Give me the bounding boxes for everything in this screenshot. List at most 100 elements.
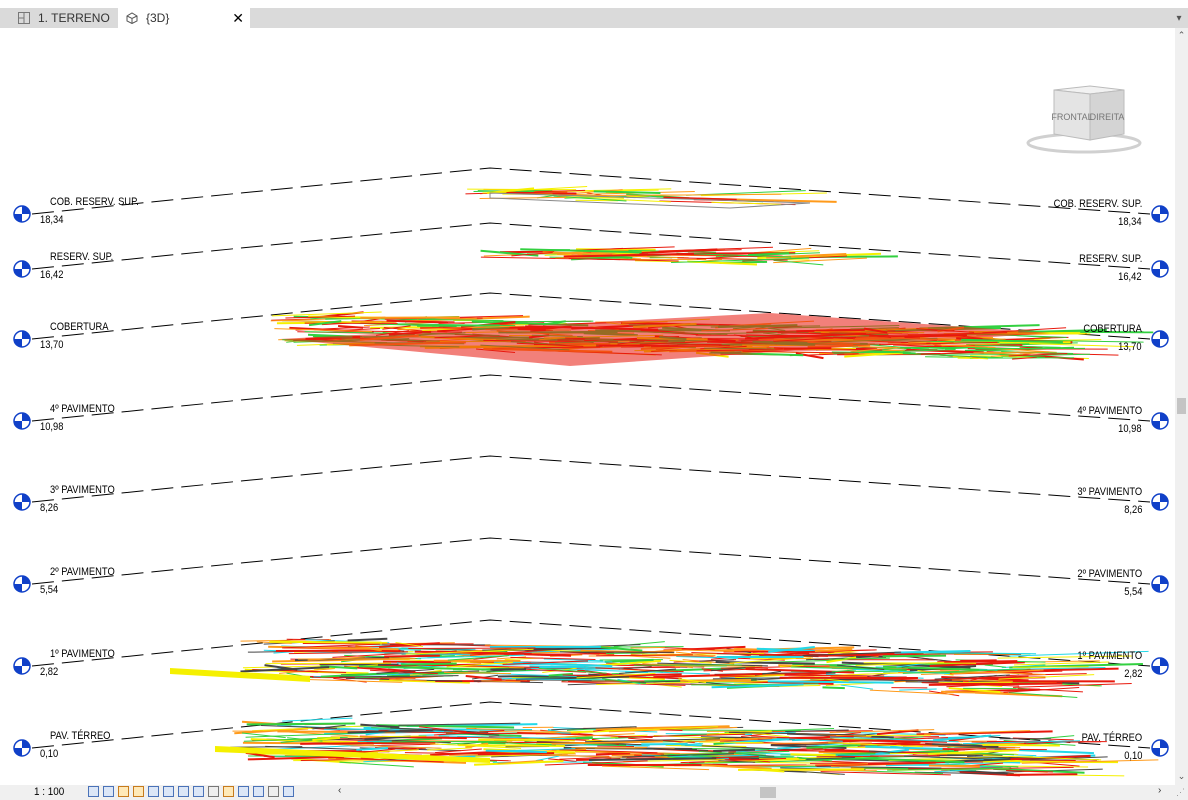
level-head-icon[interactable]: [13, 657, 31, 675]
level-head-icon[interactable]: [1151, 739, 1169, 757]
floor-plan-icon: [16, 11, 32, 25]
3d-view-icon: [124, 11, 140, 25]
level-elevation-right: 13,70: [1118, 341, 1142, 353]
3d-viewport[interactable]: FRONTAL DIREITA COB. RESERV. SUP. 18,34 COB…: [10, 28, 1175, 785]
temporary-view-properties-icon[interactable]: [238, 786, 249, 797]
level-name-left: COBERTURA: [50, 321, 109, 333]
level-elevation-left: 18,34: [40, 214, 64, 226]
reveal-constraints-icon[interactable]: [283, 786, 294, 797]
level-elevation-left: 10,98: [40, 421, 64, 433]
level-elevation-right: 0,10: [1123, 750, 1142, 762]
level-line[interactable]: [13, 619, 1169, 675]
level-name-left: 4º PAVIMENTO: [50, 403, 115, 415]
level-line[interactable]: [13, 167, 1169, 223]
level-name-right: 4º PAVIMENTO: [1077, 405, 1142, 417]
level-name-left: 2º PAVIMENTO: [50, 566, 115, 578]
crop-view-icon[interactable]: [163, 786, 174, 797]
analytical-model-icon[interactable]: [253, 786, 264, 797]
detail-level-icon[interactable]: [88, 786, 99, 797]
vertical-scrollbar[interactable]: ⌃ ⌄: [1175, 28, 1188, 785]
level-line[interactable]: [13, 292, 1169, 348]
scroll-left-arrow[interactable]: ‹: [338, 785, 342, 796]
rendering-icon[interactable]: [148, 786, 159, 797]
lock-view-icon[interactable]: [193, 786, 204, 797]
level-name-left: COB. RESERV. SUP.: [50, 196, 139, 208]
show-crop-icon[interactable]: [178, 786, 189, 797]
level-line[interactable]: [13, 222, 1169, 278]
ground-floor-slab: [215, 717, 1159, 777]
level-head-icon[interactable]: [13, 205, 31, 223]
level-name-right: PAV. TÉRREO: [1081, 732, 1142, 744]
level-name-left: PAV. TÉRREO: [50, 730, 111, 742]
level-line[interactable]: [13, 455, 1169, 511]
roof-slab: [270, 311, 1154, 366]
level-name-left: 3º PAVIMENTO: [50, 484, 115, 496]
view-scale[interactable]: 1 : 100: [34, 786, 65, 798]
reveal-hidden-icon[interactable]: [223, 786, 234, 797]
visual-style-icon[interactable]: [103, 786, 114, 797]
level-elevation-right: 2,82: [1123, 668, 1142, 680]
tab-label: {3D}: [146, 11, 170, 25]
level-head-icon[interactable]: [13, 260, 31, 278]
tab-3d-view[interactable]: {3D} ✕: [118, 8, 250, 28]
close-tab-button[interactable]: ✕: [232, 9, 244, 26]
level-head-icon[interactable]: [13, 412, 31, 430]
view-control-bar: 1 : 100 ‹ › ⋰: [0, 785, 1188, 800]
level-head-icon[interactable]: [1151, 205, 1169, 223]
first-floor-slab: [170, 637, 1149, 699]
level-name-right: 2º PAVIMENTO: [1077, 568, 1142, 580]
reservoir-slab: [480, 246, 898, 266]
level-name-right: 1º PAVIMENTO: [1077, 650, 1142, 662]
level-head-icon[interactable]: [1151, 330, 1169, 348]
level-elevation-left: 16,42: [40, 269, 64, 281]
temporary-hide-icon[interactable]: [208, 786, 219, 797]
view-control-icons: [88, 786, 294, 799]
viewcube-front-face[interactable]: FRONTAL: [1051, 112, 1092, 122]
level-head-icon[interactable]: [1151, 493, 1169, 511]
horizontal-scroll-thumb[interactable]: [760, 787, 776, 798]
highlight-displacement-icon[interactable]: [268, 786, 279, 797]
resize-grip[interactable]: ⋰: [1176, 787, 1185, 797]
level-elevation-left: 8,26: [40, 502, 59, 514]
level-elevation-right: 8,26: [1123, 504, 1142, 516]
level-elevation-right: 10,98: [1118, 423, 1142, 435]
level-name-left: RESERV. SUP.: [50, 251, 114, 263]
view-tab-bar: 1. TERRENO {3D} ✕ ▾: [0, 0, 1188, 28]
level-head-icon[interactable]: [1151, 260, 1169, 278]
viewcube-right-face[interactable]: DIREITA: [1090, 112, 1125, 122]
level-elevation-right: 5,54: [1123, 586, 1142, 598]
level-name-right: RESERV. SUP.: [1078, 253, 1142, 265]
level-elevation-right: 18,34: [1118, 216, 1142, 228]
scroll-down-arrow[interactable]: ⌄: [1177, 771, 1186, 781]
tab-label: 1. TERRENO: [38, 11, 110, 25]
tab-strip: [0, 8, 1188, 28]
level-elevation-left: 13,70: [40, 339, 64, 351]
level-head-icon[interactable]: [1151, 657, 1169, 675]
sun-path-icon[interactable]: [118, 786, 129, 797]
level-name-left: 1º PAVIMENTO: [50, 648, 115, 660]
level-head-icon[interactable]: [1151, 575, 1169, 593]
level-elevation-left: 0,10: [40, 748, 59, 760]
level-head-icon[interactable]: [13, 493, 31, 511]
level-head-icon[interactable]: [13, 330, 31, 348]
level-name-right: COBERTURA: [1083, 323, 1142, 335]
scroll-right-arrow[interactable]: ›: [1158, 785, 1162, 796]
scroll-up-arrow[interactable]: ⌃: [1177, 30, 1186, 40]
level-elevation-left: 2,82: [40, 666, 59, 678]
level-head-icon[interactable]: [13, 739, 31, 757]
shadows-icon[interactable]: [133, 786, 144, 797]
level-line[interactable]: [13, 374, 1169, 430]
level-elevation-right: 16,42: [1118, 271, 1142, 283]
level-line[interactable]: [13, 537, 1169, 593]
scroll-thumb[interactable]: [1177, 398, 1186, 414]
level-elevation-left: 5,54: [40, 584, 59, 596]
tab-list-dropdown[interactable]: ▾: [1176, 12, 1182, 24]
level-name-right: 3º PAVIMENTO: [1077, 486, 1142, 498]
tab-terreno[interactable]: 1. TERRENO: [10, 8, 118, 28]
level-line[interactable]: [13, 701, 1169, 757]
level-name-right: COB. RESERV. SUP.: [1053, 198, 1142, 210]
level-head-icon[interactable]: [1151, 412, 1169, 430]
level-head-icon[interactable]: [13, 575, 31, 593]
